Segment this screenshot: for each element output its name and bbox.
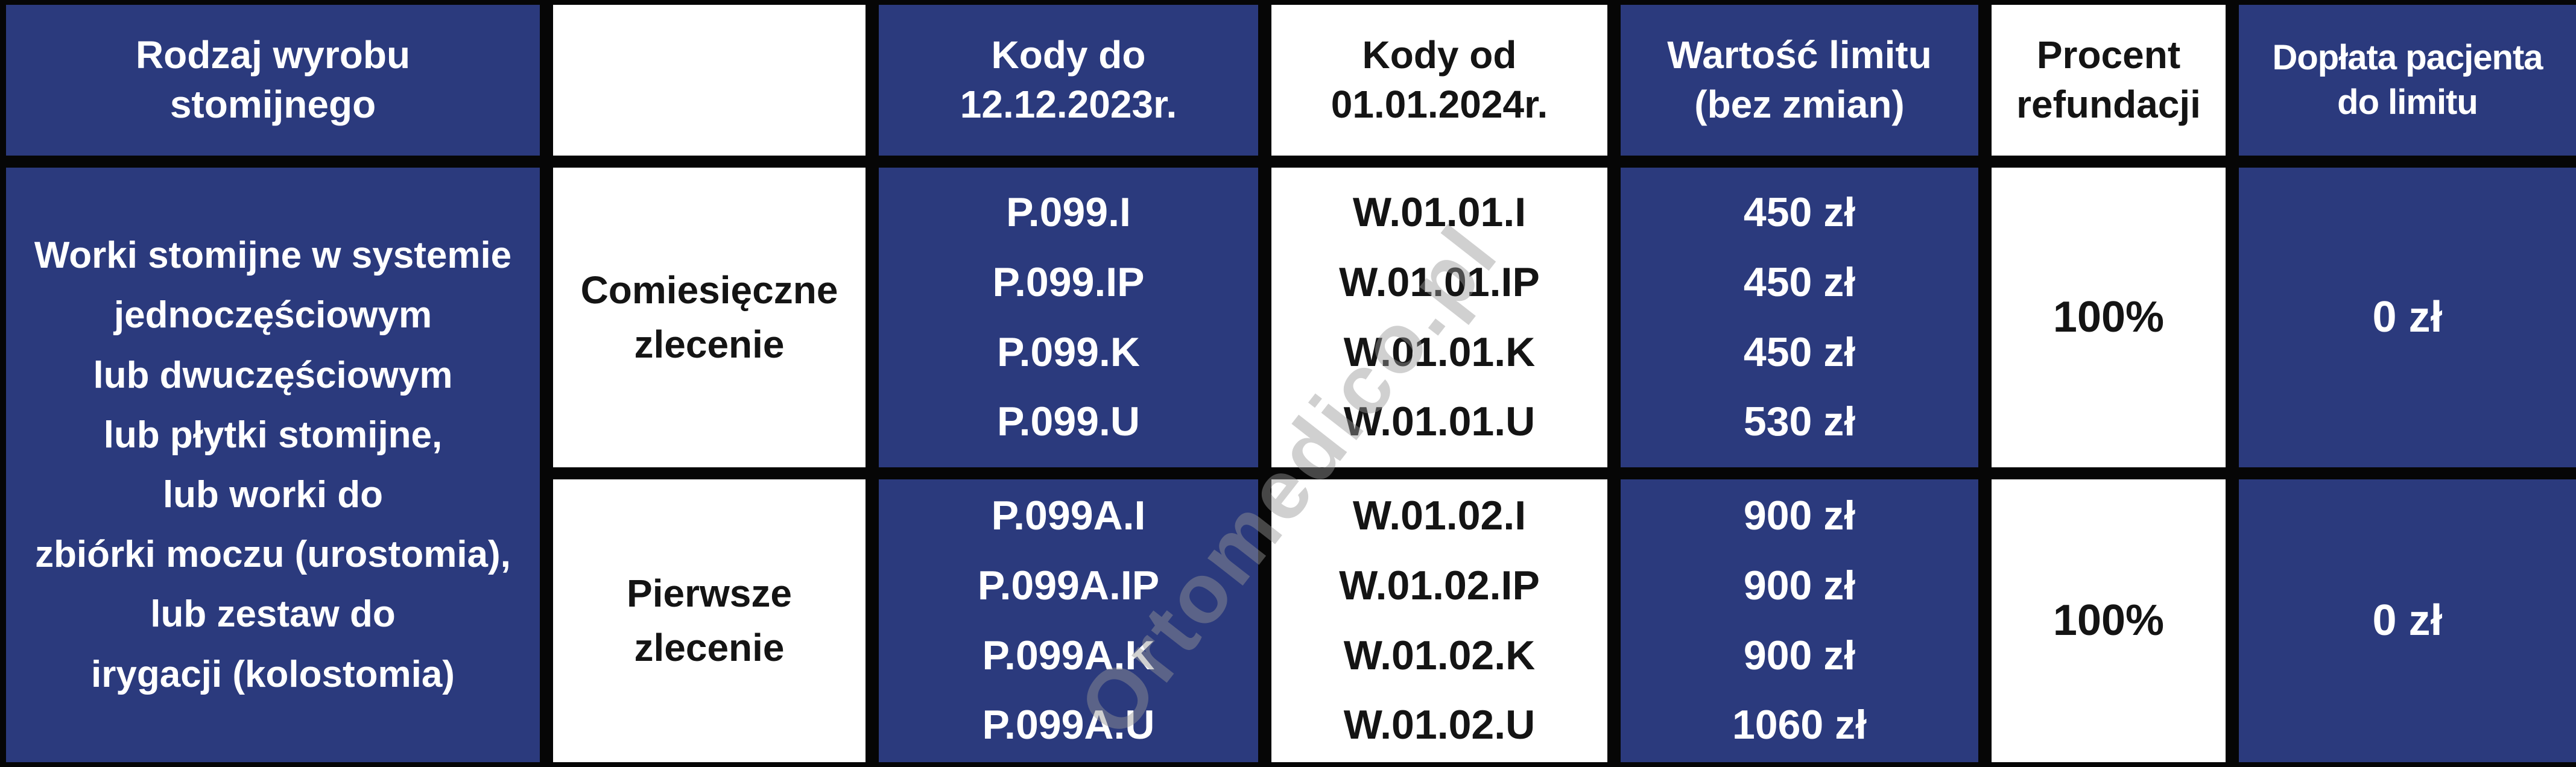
header-codes-until-2023: Kody do 12.12.2023r. [879, 5, 1258, 156]
cell-patient-copay-first: 0 zł [2239, 479, 2576, 762]
header-refund-percent: Procent refundacji [1992, 5, 2226, 156]
cell-patient-copay-monthly: 0 zł [2239, 168, 2576, 467]
cell-order-type-monthly: Comiesięczne zlecenie [553, 168, 866, 467]
cell-codes-new-first: W.01.02.I W.01.02.IP W.01.02.K W.01.02.U [1271, 479, 1607, 762]
cell-codes-new-monthly: W.01.01.I W.01.01.IP W.01.01.K W.01.01.U [1271, 168, 1607, 467]
cell-order-type-first: Pierwsze zlecenie [553, 479, 866, 762]
header-limit-value: Wartość limitu (bez zmian) [1621, 5, 1978, 156]
cell-limit-values-monthly: 450 zł 450 zł 450 zł 530 zł [1621, 168, 1978, 467]
header-empty [553, 5, 866, 156]
cell-refund-percent-monthly: 100% [1992, 168, 2226, 467]
cell-product-type: Worki stomijne w systemie jednoczęściowy… [6, 168, 540, 762]
cell-refund-percent-first: 100% [1992, 479, 2226, 762]
cell-limit-values-first: 900 zł 900 zł 900 zł 1060 zł [1621, 479, 1978, 762]
header-patient-copay: Dopłata pacjenta do limitu [2239, 5, 2576, 156]
header-codes-from-2024: Kody od 01.01.2024r. [1271, 5, 1607, 156]
header-product-type: Rodzaj wyrobu stomijnego [6, 5, 540, 156]
cell-codes-old-monthly: P.099.I P.099.IP P.099.K P.099.U [879, 168, 1258, 467]
cell-codes-old-first: P.099A.I P.099A.IP P.099A.K P.099A.U [879, 479, 1258, 762]
